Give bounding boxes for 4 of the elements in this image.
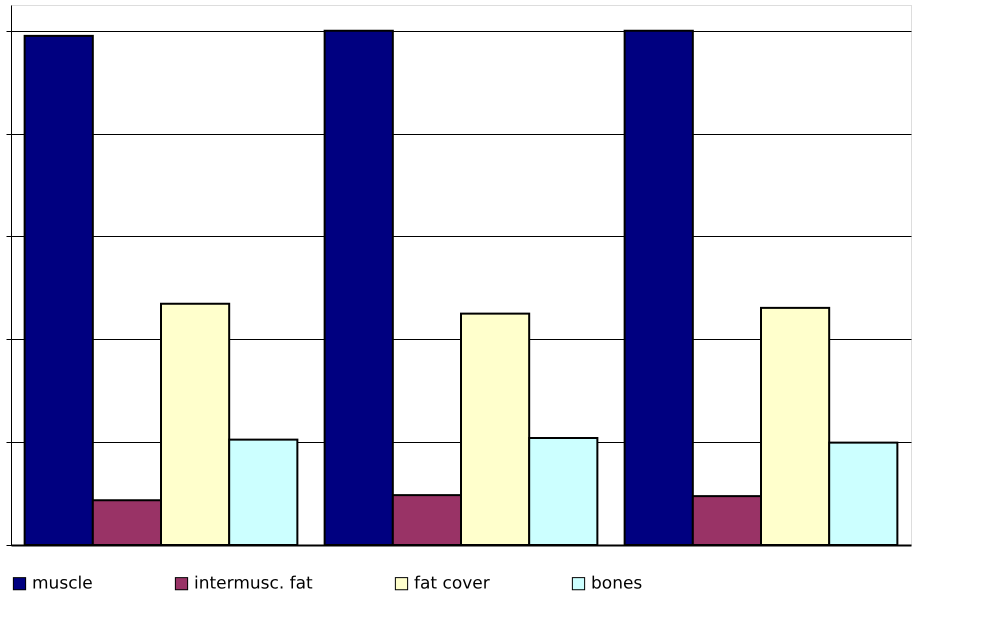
legend-label: fat cover	[414, 574, 490, 594]
legend-label: muscle	[32, 574, 93, 594]
legend-label: intermusc. fat	[194, 574, 314, 594]
legend-label: bones	[591, 574, 642, 594]
